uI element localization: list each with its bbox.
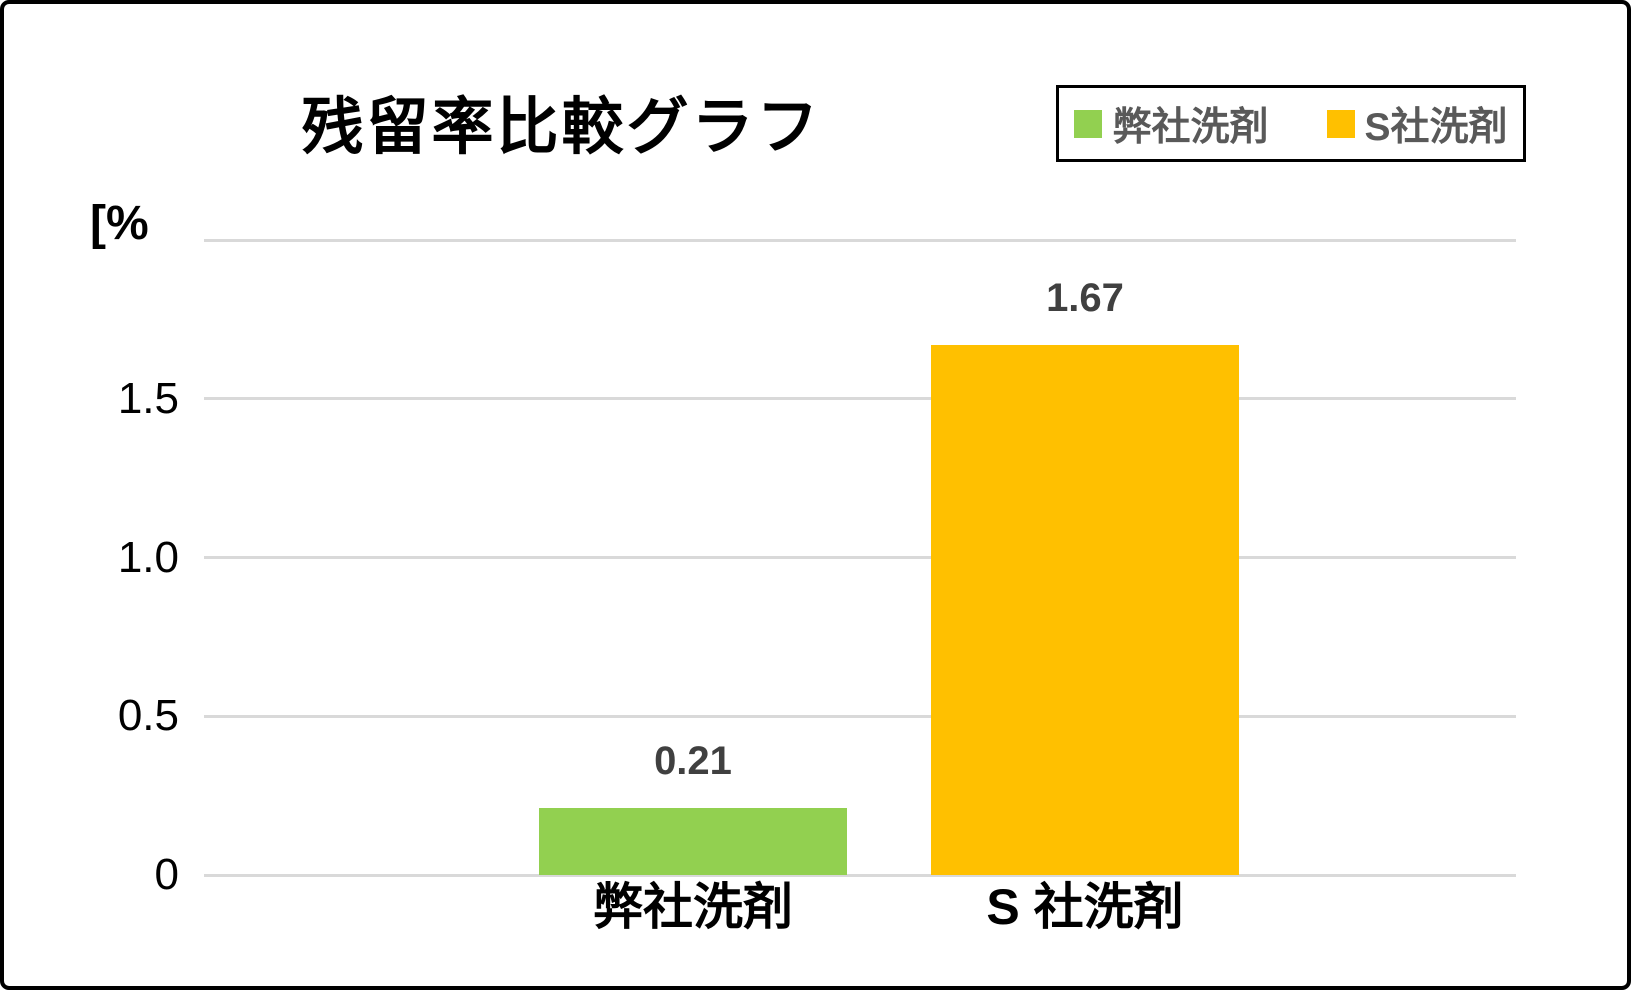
gridline — [204, 714, 1516, 718]
gridline — [204, 397, 1516, 401]
gridline — [204, 873, 1516, 877]
y-axis-unit-label: [% — [90, 197, 149, 250]
legend-item-s-company-detergent: S社洗剤 — [1326, 96, 1508, 152]
plot-area: 0 0.5 1.0 1.5 0.21 弊社洗剤 1.67 S 社洗剤 — [4, 4, 1627, 986]
x-category-label: S 社洗剤 — [986, 879, 1184, 935]
bar-value-label: 0.21 — [654, 739, 732, 784]
bar-value-label: 1.67 — [1046, 275, 1124, 320]
gridline — [204, 556, 1516, 559]
y-tick-label: 0.5 — [117, 691, 179, 741]
y-tick-label: 1.5 — [117, 373, 179, 423]
legend-item-label: S社洗剤 — [1364, 105, 1508, 149]
chart-title: 残留率比較グラフ — [301, 93, 822, 162]
chart-bar-1 — [931, 344, 1239, 875]
y-tick-label: 0 — [154, 850, 179, 899]
gridline — [204, 238, 1516, 242]
legend-box: 弊社洗剤 S社洗剤 — [1056, 85, 1526, 162]
legend-color-swatch-green-icon — [1074, 109, 1103, 138]
legend-item-label: 弊社洗剤 — [1112, 105, 1269, 149]
x-category-label: 弊社洗剤 — [593, 879, 793, 935]
chart-bar-0 — [539, 808, 847, 875]
y-tick-label: 1.0 — [117, 532, 179, 582]
legend-item-our-detergent: 弊社洗剤 — [1074, 96, 1269, 152]
legend-color-swatch-yellow-icon — [1326, 109, 1355, 138]
